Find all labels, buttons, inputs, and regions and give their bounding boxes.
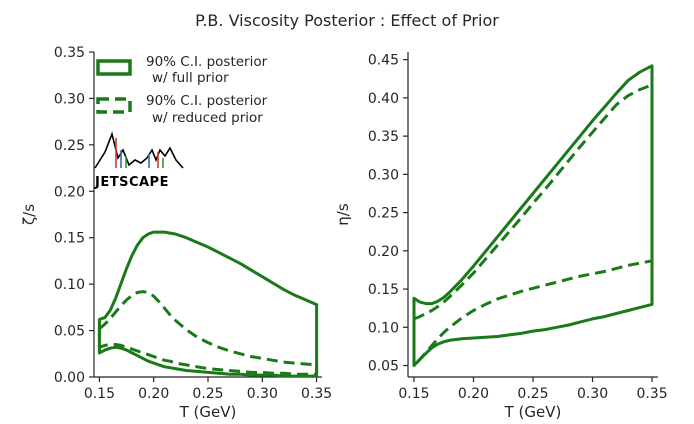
right-x-tick-label: 0.25 [517,386,548,402]
right-y-tick-label: 0.20 [368,244,399,260]
left-y-tick-label: 0.15 [54,231,85,247]
right-y-tick-label: 0.05 [368,359,399,375]
right-x-axis-label: T (GeV) [504,403,562,421]
right-panel-eta-over-s: 0.15 0.20 0.25 0.30 0.35 0.05 0.10 0.15 0.20 0.25… [334,52,668,421]
legend-label-reduced-line2: w/ reduced prior [152,110,263,126]
legend-label-full-line1: 90% C.I. posterior [146,54,268,70]
left-y-tick-label: 0.30 [54,91,85,107]
left-x-tick-label: 0.25 [192,386,223,402]
right-x-tick-label: 0.15 [398,386,429,402]
left-x-tick-label: 0.30 [247,386,278,402]
right-y-axis-label: η/s [334,203,352,226]
right-band-full-prior [412,64,654,367]
left-x-tick-label: 0.35 [301,386,332,402]
right-y-tick-label: 0.10 [368,320,399,336]
right-x-tick-label: 0.30 [577,386,608,402]
left-y-tick-label: 0.25 [54,138,85,154]
left-band-reduced-prior [97,290,319,376]
left-y-tick-label: 0.00 [54,370,85,386]
right-x-tick-label: 0.35 [636,386,667,402]
left-y-tick-label: 0.35 [54,45,85,61]
left-y-axis-label: ζ/s [20,204,38,225]
legend-swatch-solid [96,59,132,76]
logo-text: JETSCAPE [94,175,169,190]
legend-label-full-line2: w/ full prior [152,70,229,86]
left-x-tick-label: 0.20 [138,386,169,402]
right-x-tick-label: 0.20 [458,386,489,402]
left-panel-zeta-over-s: 0.15 0.20 0.25 0.30 0.35 0.00 0.05 0.10 0.15 0.20… [20,45,332,421]
left-x-axis-label: T (GeV) [179,403,237,421]
right-y-tick-label: 0.15 [368,282,399,298]
left-band-full-prior [97,230,319,378]
right-band-reduced-prior [412,83,654,367]
legend-swatch-dashed [96,97,132,114]
jetscape-logo: JETSCAPE [94,131,184,190]
right-y-tick-label: 0.35 [368,129,399,145]
left-y-tick-label: 0.10 [54,277,85,293]
right-y-tick-label: 0.30 [368,167,399,183]
right-y-tick-label: 0.40 [368,91,399,107]
left-x-tick-label: 0.15 [84,386,115,402]
right-y-tick-label: 0.25 [368,206,399,222]
left-y-tick-label: 0.05 [54,324,85,340]
legend: 90% C.I. posterior w/ full prior 90% C.I… [96,54,268,126]
left-y-tick-label: 0.20 [54,184,85,200]
legend-label-reduced-line1: 90% C.I. posterior [146,93,268,109]
right-y-tick-label: 0.45 [368,53,399,69]
figure-title: P.B. Viscosity Posterior : Effect of Pri… [195,11,499,30]
